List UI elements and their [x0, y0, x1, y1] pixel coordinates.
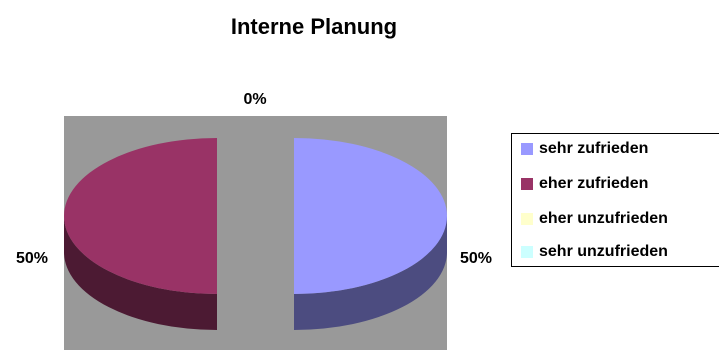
pie-slice-sehr-zufrieden: [294, 138, 447, 294]
legend-label: sehr unzufrieden: [539, 243, 668, 260]
legend-swatch: [521, 178, 533, 190]
legend-swatch: [521, 246, 533, 258]
pie-slice-eher-zufrieden: [64, 138, 217, 294]
legend-item: eher unzufrieden: [521, 209, 668, 229]
legend-label: eher zufrieden: [539, 175, 649, 192]
legend-label: sehr zufrieden: [539, 140, 649, 157]
data-label-right: 50%: [460, 250, 492, 267]
data-label-left: 50%: [16, 250, 48, 267]
data-label-top: 0%: [243, 91, 266, 108]
legend-label: eher unzufrieden: [539, 210, 668, 227]
legend-swatch: [521, 143, 533, 155]
pie-slice-sehr-zufrieden-front: [294, 216, 447, 330]
legend-item: eher zufrieden: [521, 174, 648, 194]
legend: sehr zufrieden eher zufrieden eher unzuf…: [511, 133, 719, 267]
legend-item: sehr unzufrieden: [521, 242, 668, 262]
legend-item: sehr zufrieden: [521, 139, 648, 159]
pie-slice-eher-zufrieden-front: [64, 216, 217, 330]
legend-swatch: [521, 213, 533, 225]
chart-title: Interne Planung: [231, 14, 397, 39]
